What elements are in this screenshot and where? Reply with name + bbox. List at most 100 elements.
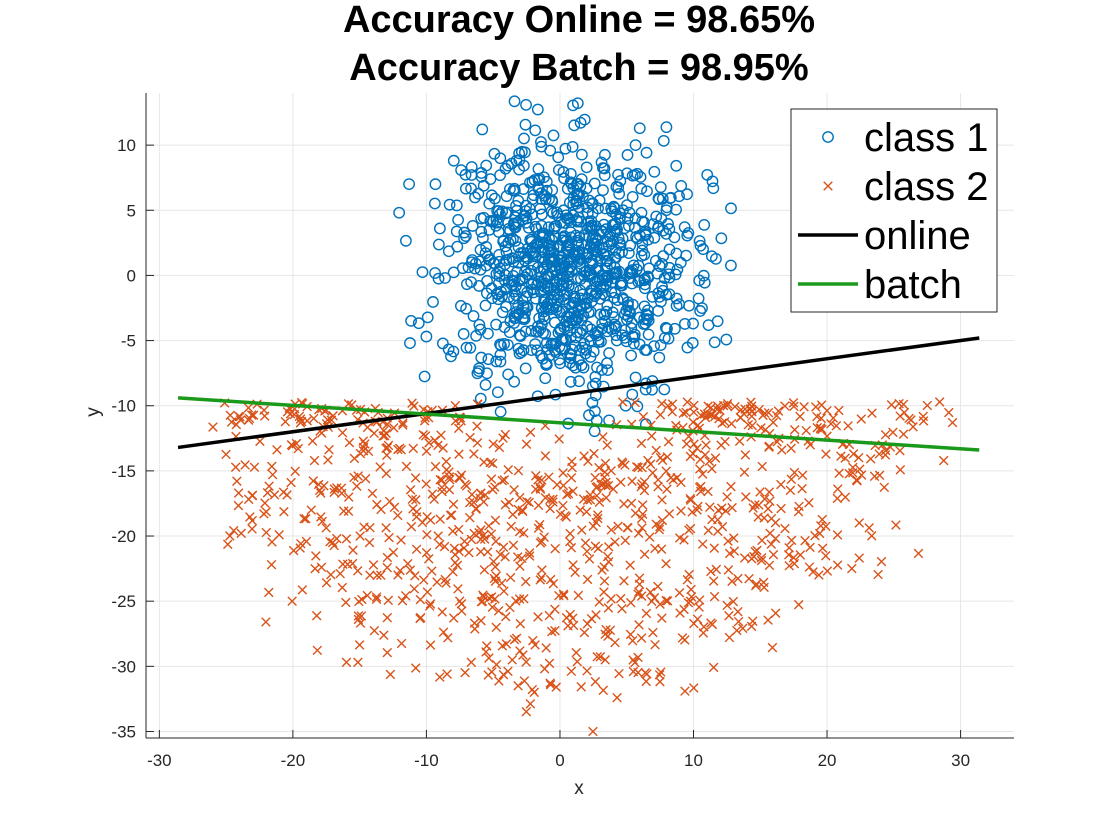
data-point-circle — [393, 206, 406, 219]
y-axis-label: y — [83, 407, 104, 417]
data-point-x — [888, 427, 898, 438]
data-point-circle — [479, 247, 492, 260]
axes — [145, 93, 1014, 739]
data-point-x — [448, 499, 459, 510]
data-point-x — [231, 419, 242, 430]
data-point-circle — [558, 217, 571, 229]
data-point-circle — [632, 259, 645, 272]
data-point-x — [367, 488, 378, 499]
data-point-x — [636, 633, 647, 643]
data-point-x — [589, 448, 599, 459]
data-point-circle — [588, 405, 601, 417]
data-point-circle — [519, 325, 532, 338]
data-point-circle — [545, 339, 558, 352]
data-point-x — [693, 501, 703, 512]
chart-title-line-2: Accuracy Batch = 98.95% — [349, 47, 808, 89]
data-point-circle — [668, 322, 681, 335]
data-point-x — [943, 407, 954, 418]
data-point-circle — [614, 277, 627, 290]
data-point-x — [661, 558, 671, 569]
data-point-x — [821, 521, 831, 532]
data-point-x — [639, 485, 650, 496]
data-point-x — [299, 513, 309, 524]
data-point-x — [363, 446, 374, 457]
legend-label: class 2 — [864, 165, 989, 209]
data-point-x — [545, 574, 556, 585]
data-point-x — [535, 575, 546, 585]
data-point-x — [804, 498, 814, 508]
data-point-circle — [525, 344, 538, 357]
data-point-x — [362, 590, 373, 601]
x-axis-label: x — [574, 778, 584, 799]
data-point-x — [396, 638, 407, 649]
data-point-circle — [420, 330, 433, 343]
data-point-x — [810, 402, 821, 412]
data-point-x — [438, 627, 449, 637]
data-point-x — [500, 611, 511, 622]
data-point-x — [301, 536, 312, 547]
data-point-x — [582, 619, 593, 629]
data-point-x — [695, 486, 706, 497]
data-point-circle — [474, 323, 487, 336]
data-point-circle — [493, 248, 505, 261]
y-tick-label: -35 — [111, 722, 136, 741]
data-point-circle — [656, 257, 668, 270]
data-point-x — [308, 413, 319, 424]
data-point-x — [243, 494, 254, 505]
data-point-x — [486, 474, 497, 484]
data-point-x — [797, 470, 808, 481]
data-point-circle — [494, 405, 507, 418]
data-point-x — [680, 686, 690, 696]
data-point-x — [418, 575, 429, 585]
data-point-x — [600, 458, 611, 469]
data-point-x — [768, 549, 779, 560]
data-point-circle — [508, 218, 521, 231]
data-point-x — [294, 411, 305, 422]
data-point-circle — [561, 264, 574, 276]
data-point-circle — [626, 298, 639, 311]
data-point-x — [732, 625, 742, 636]
data-point-circle — [570, 197, 583, 210]
data-point-x — [427, 489, 438, 499]
data-point-circle — [486, 292, 499, 305]
data-point-x — [820, 551, 831, 561]
data-point-x — [472, 421, 482, 431]
data-point-x — [499, 586, 509, 596]
data-point-circle — [604, 228, 617, 240]
data-point-x — [711, 564, 722, 575]
data-point-circle — [519, 118, 532, 131]
data-point-x — [681, 439, 692, 449]
data-point-x — [247, 515, 258, 526]
data-point-x — [938, 455, 949, 466]
data-point-circle — [552, 240, 564, 253]
data-point-x — [279, 506, 289, 517]
data-point-circle — [608, 291, 621, 304]
data-point-x — [411, 495, 421, 505]
data-point-x — [287, 596, 297, 607]
data-point-x — [550, 543, 560, 554]
data-point-x — [287, 440, 298, 451]
data-point-x — [513, 681, 523, 691]
data-point-x — [654, 670, 665, 680]
data-point-circle — [496, 306, 509, 319]
data-point-x — [615, 477, 626, 488]
data-point-x — [456, 606, 467, 616]
data-point-x — [627, 476, 637, 486]
data-point-x — [627, 635, 638, 646]
data-point-circle — [572, 211, 585, 224]
data-point-circle — [616, 292, 629, 304]
data-point-x — [755, 487, 765, 497]
data-point-x — [352, 566, 363, 576]
data-point-circle — [508, 375, 521, 388]
data-point-x — [784, 543, 794, 553]
data-point-x — [469, 449, 479, 459]
data-point-x — [584, 554, 595, 564]
data-point-x — [475, 534, 486, 545]
data-point-x — [379, 630, 389, 641]
data-point-x — [599, 587, 609, 597]
data-point-circle — [447, 154, 460, 167]
data-point-circle — [597, 162, 609, 174]
data-point-x — [326, 569, 336, 580]
data-point-x — [694, 602, 704, 612]
data-point-circle — [429, 178, 442, 191]
